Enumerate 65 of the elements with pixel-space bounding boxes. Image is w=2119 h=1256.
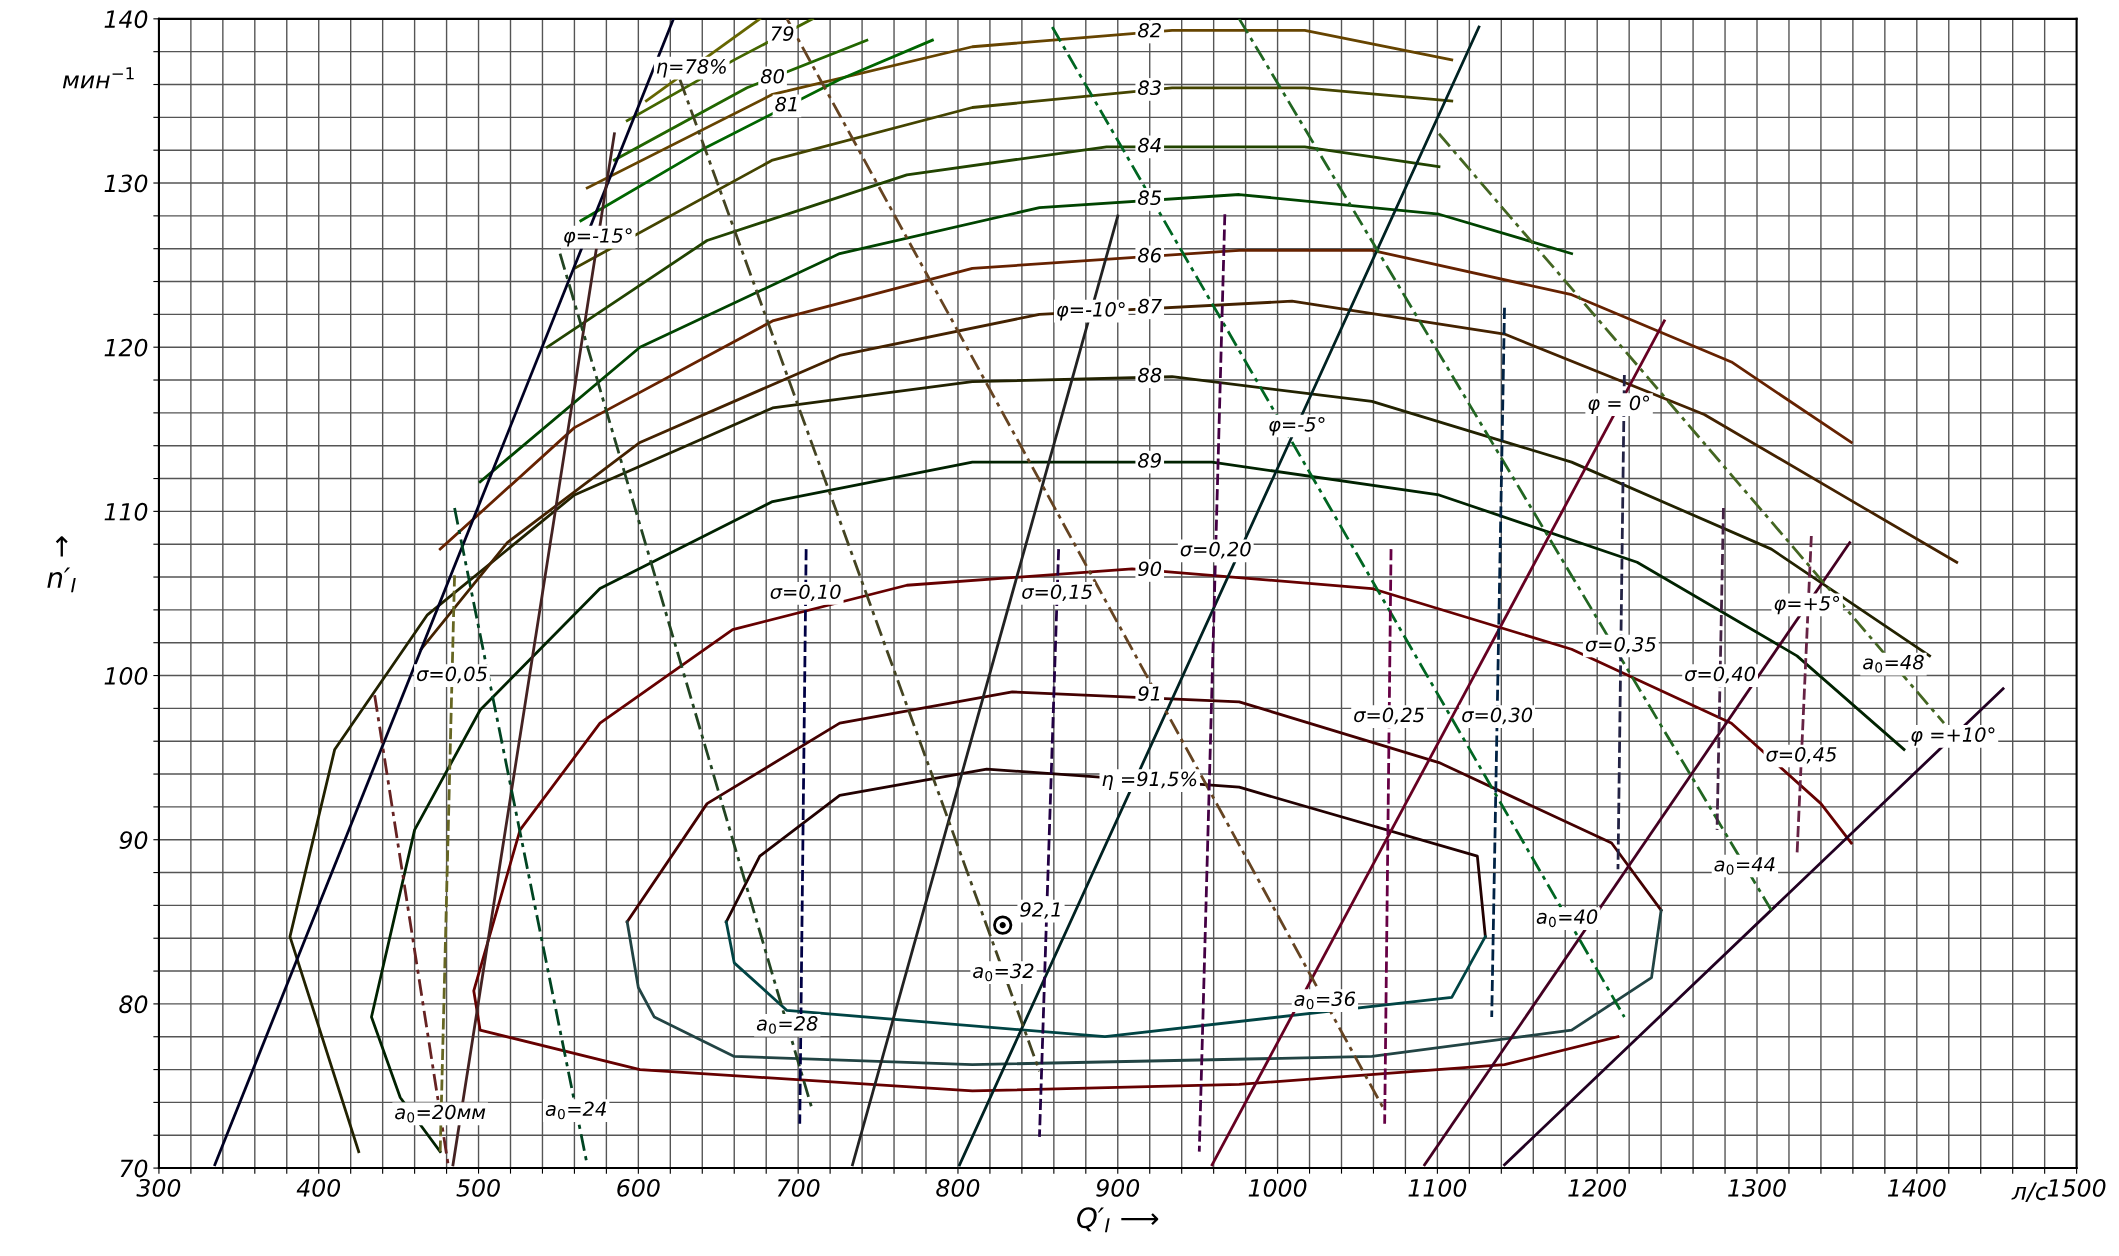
x-tick-label: 1100	[1408, 1178, 1467, 1197]
annotation: a$_{0}$=44	[1714, 857, 1775, 875]
y-tick-label: 80	[119, 995, 148, 1014]
annotation: φ=-10°	[1057, 302, 1125, 321]
y-tick-label: 130	[104, 174, 148, 193]
annotation: a$_{0}$=24	[545, 1101, 606, 1120]
annotation: a$_{0}$=48	[1863, 654, 1924, 673]
annotation: σ=0,45	[1766, 746, 1837, 764]
y-tick-label: 100	[104, 667, 148, 685]
x-tick-label: 600	[617, 1178, 660, 1197]
annotation: φ=+5°	[1774, 595, 1840, 615]
x-tick-label: 400	[296, 1178, 341, 1197]
x-tick-label: 1200	[1568, 1178, 1627, 1197]
annotation: 92,1	[1020, 902, 1060, 919]
annotation: 87	[1138, 298, 1162, 314]
x-tick-label: 800	[936, 1178, 980, 1197]
text: мин$^{−1}$	[62, 67, 134, 89]
annotation: 83	[1138, 80, 1161, 96]
annotation: a$_{0}$=28	[756, 1016, 818, 1034]
annotation: 85	[1138, 190, 1162, 206]
annotation: σ=0,15	[1022, 584, 1093, 602]
x-tick-label: 900	[1096, 1178, 1140, 1197]
annotation: 86	[1138, 247, 1162, 263]
x-tick-label: 1400	[1887, 1178, 1946, 1197]
annotation: 89	[1138, 453, 1161, 468]
annotation: a$_{0}$=20мм	[395, 1104, 486, 1123]
annotation: a$_{0}$=40	[1536, 909, 1598, 928]
annotation: 81	[775, 96, 797, 112]
text: л/с	[2011, 1182, 2048, 1202]
annotation: 84	[1138, 137, 1161, 153]
y-tick-label: 90	[119, 831, 148, 850]
annotation: 91	[1138, 686, 1160, 701]
annotation: σ=0,20	[1180, 541, 1251, 559]
annotation: 79	[771, 26, 794, 41]
x-tick-label: 1500	[2047, 1178, 2106, 1197]
annotation: φ=-5°	[1269, 416, 1325, 436]
annotation: 82	[1138, 22, 1161, 38]
y-tick-label: 110	[104, 502, 148, 521]
annotation: 80	[760, 68, 784, 84]
y-tick-label: 120	[104, 338, 148, 357]
annotation: η=78%	[656, 59, 726, 78]
x-tick-label: 1000	[1248, 1178, 1307, 1197]
annotation: η =91,5%	[1102, 771, 1197, 791]
y-tick-label: 70	[120, 1159, 148, 1178]
x-tick-label: 300	[136, 1178, 181, 1197]
y-tick-label: 140	[104, 10, 148, 29]
x-tick-label: 500	[456, 1178, 500, 1197]
annotation: 88	[1138, 367, 1162, 383]
x-tick-label: 1300	[1728, 1178, 1786, 1197]
annotation: φ =+10°	[1911, 727, 1995, 746]
x-tick-label: 700	[777, 1178, 820, 1197]
annotation: σ=0,35	[1585, 636, 1656, 654]
annotation: φ=-15°	[564, 228, 632, 247]
annotation: 90	[1138, 561, 1162, 577]
annotation: σ=0,10	[770, 584, 841, 602]
line-series	[724, 920, 1487, 1039]
x-axis-title: Q′$_{I}$ ⟶	[1077, 1207, 1159, 1233]
y-axis-title: ↑ n′$_{I}$	[47, 536, 76, 593]
annotation: σ=0,25	[1354, 707, 1425, 725]
annotation: a$_{0}$=36	[1294, 991, 1356, 1010]
annotation: φ = 0°	[1588, 395, 1650, 415]
annotation: σ=0,05	[416, 666, 487, 684]
annotation: σ=0,30	[1462, 707, 1533, 725]
annotation: σ=0,40	[1685, 666, 1756, 684]
annotation: a$_{0}$=32	[973, 963, 1034, 982]
